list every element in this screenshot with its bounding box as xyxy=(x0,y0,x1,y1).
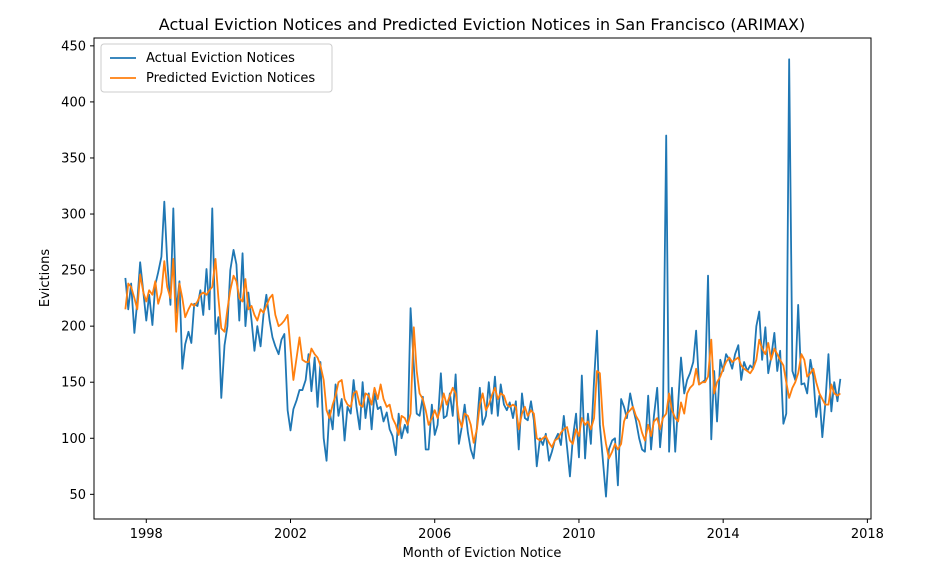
y-tick-label: 250 xyxy=(61,264,86,279)
plot-area xyxy=(94,38,871,519)
x-axis-title: Month of Eviction Notice xyxy=(403,546,562,561)
legend: Actual Eviction Notices Predicted Evicti… xyxy=(100,43,333,93)
y-axis: 50 100 150 200 250 300 350 400 450 xyxy=(61,39,94,503)
chart-title: Actual Eviction Notices and Predicted Ev… xyxy=(159,15,805,34)
y-tick-label: 50 xyxy=(69,488,86,503)
series-layer xyxy=(124,58,842,498)
y-tick-label: 350 xyxy=(61,151,86,166)
y-tick-label: 300 xyxy=(61,208,86,223)
y-tick-label: 100 xyxy=(61,432,86,447)
x-tick-label: 1998 xyxy=(130,527,163,542)
plot-frame xyxy=(93,37,872,520)
series-line-predicted xyxy=(124,257,841,460)
y-tick-label: 450 xyxy=(61,39,86,54)
legend-label-predicted: Predicted Eviction Notices xyxy=(146,71,315,86)
y-tick-label: 150 xyxy=(61,376,86,391)
legend-label-actual: Actual Eviction Notices xyxy=(146,51,295,66)
x-tick-label: 2006 xyxy=(418,527,451,542)
y-tick-label: 200 xyxy=(61,320,86,335)
x-tick-label: 2010 xyxy=(562,527,595,542)
x-tick-label: 2014 xyxy=(707,527,740,542)
y-tick-label: 400 xyxy=(61,95,86,110)
y-axis-title: Evictions xyxy=(38,249,53,308)
legend-box xyxy=(100,43,333,93)
series-line-actual xyxy=(124,58,842,498)
x-axis: 1998 2002 2006 2010 2014 2018 xyxy=(130,519,884,542)
x-tick-label: 2002 xyxy=(274,527,307,542)
x-tick-label: 2018 xyxy=(851,527,884,542)
